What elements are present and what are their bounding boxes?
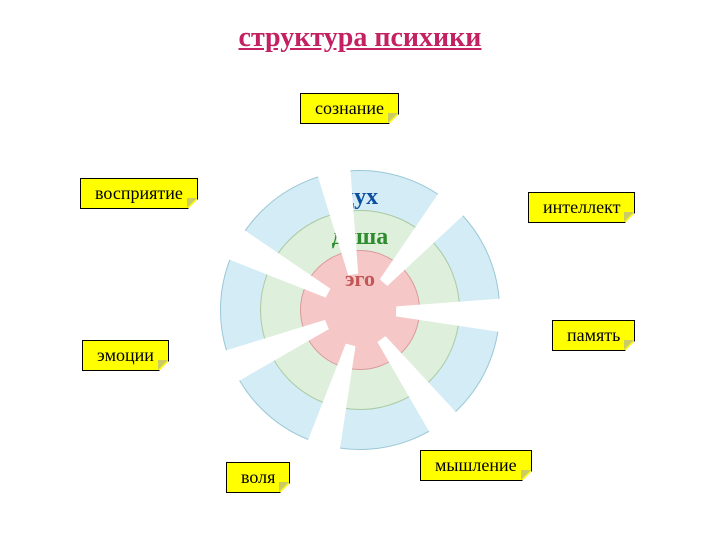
diagram-stage: структура психики дух душа эго сознание вос…: [0, 0, 720, 540]
page-title: структура психики: [0, 22, 720, 54]
ring-label-душа: душа: [332, 224, 388, 251]
note-pamyat: память: [552, 320, 635, 351]
note-myshlenie: мышление: [420, 450, 532, 481]
ring-label-эго: эго: [345, 266, 375, 292]
note-vospriyatie: восприятие: [80, 178, 198, 209]
note-soznanie: сознание: [300, 93, 399, 124]
ring-label-дух: дух: [342, 184, 378, 211]
note-intellekt: интеллект: [528, 192, 635, 223]
note-emocii: эмоции: [82, 340, 169, 371]
note-volya: воля: [226, 462, 290, 493]
